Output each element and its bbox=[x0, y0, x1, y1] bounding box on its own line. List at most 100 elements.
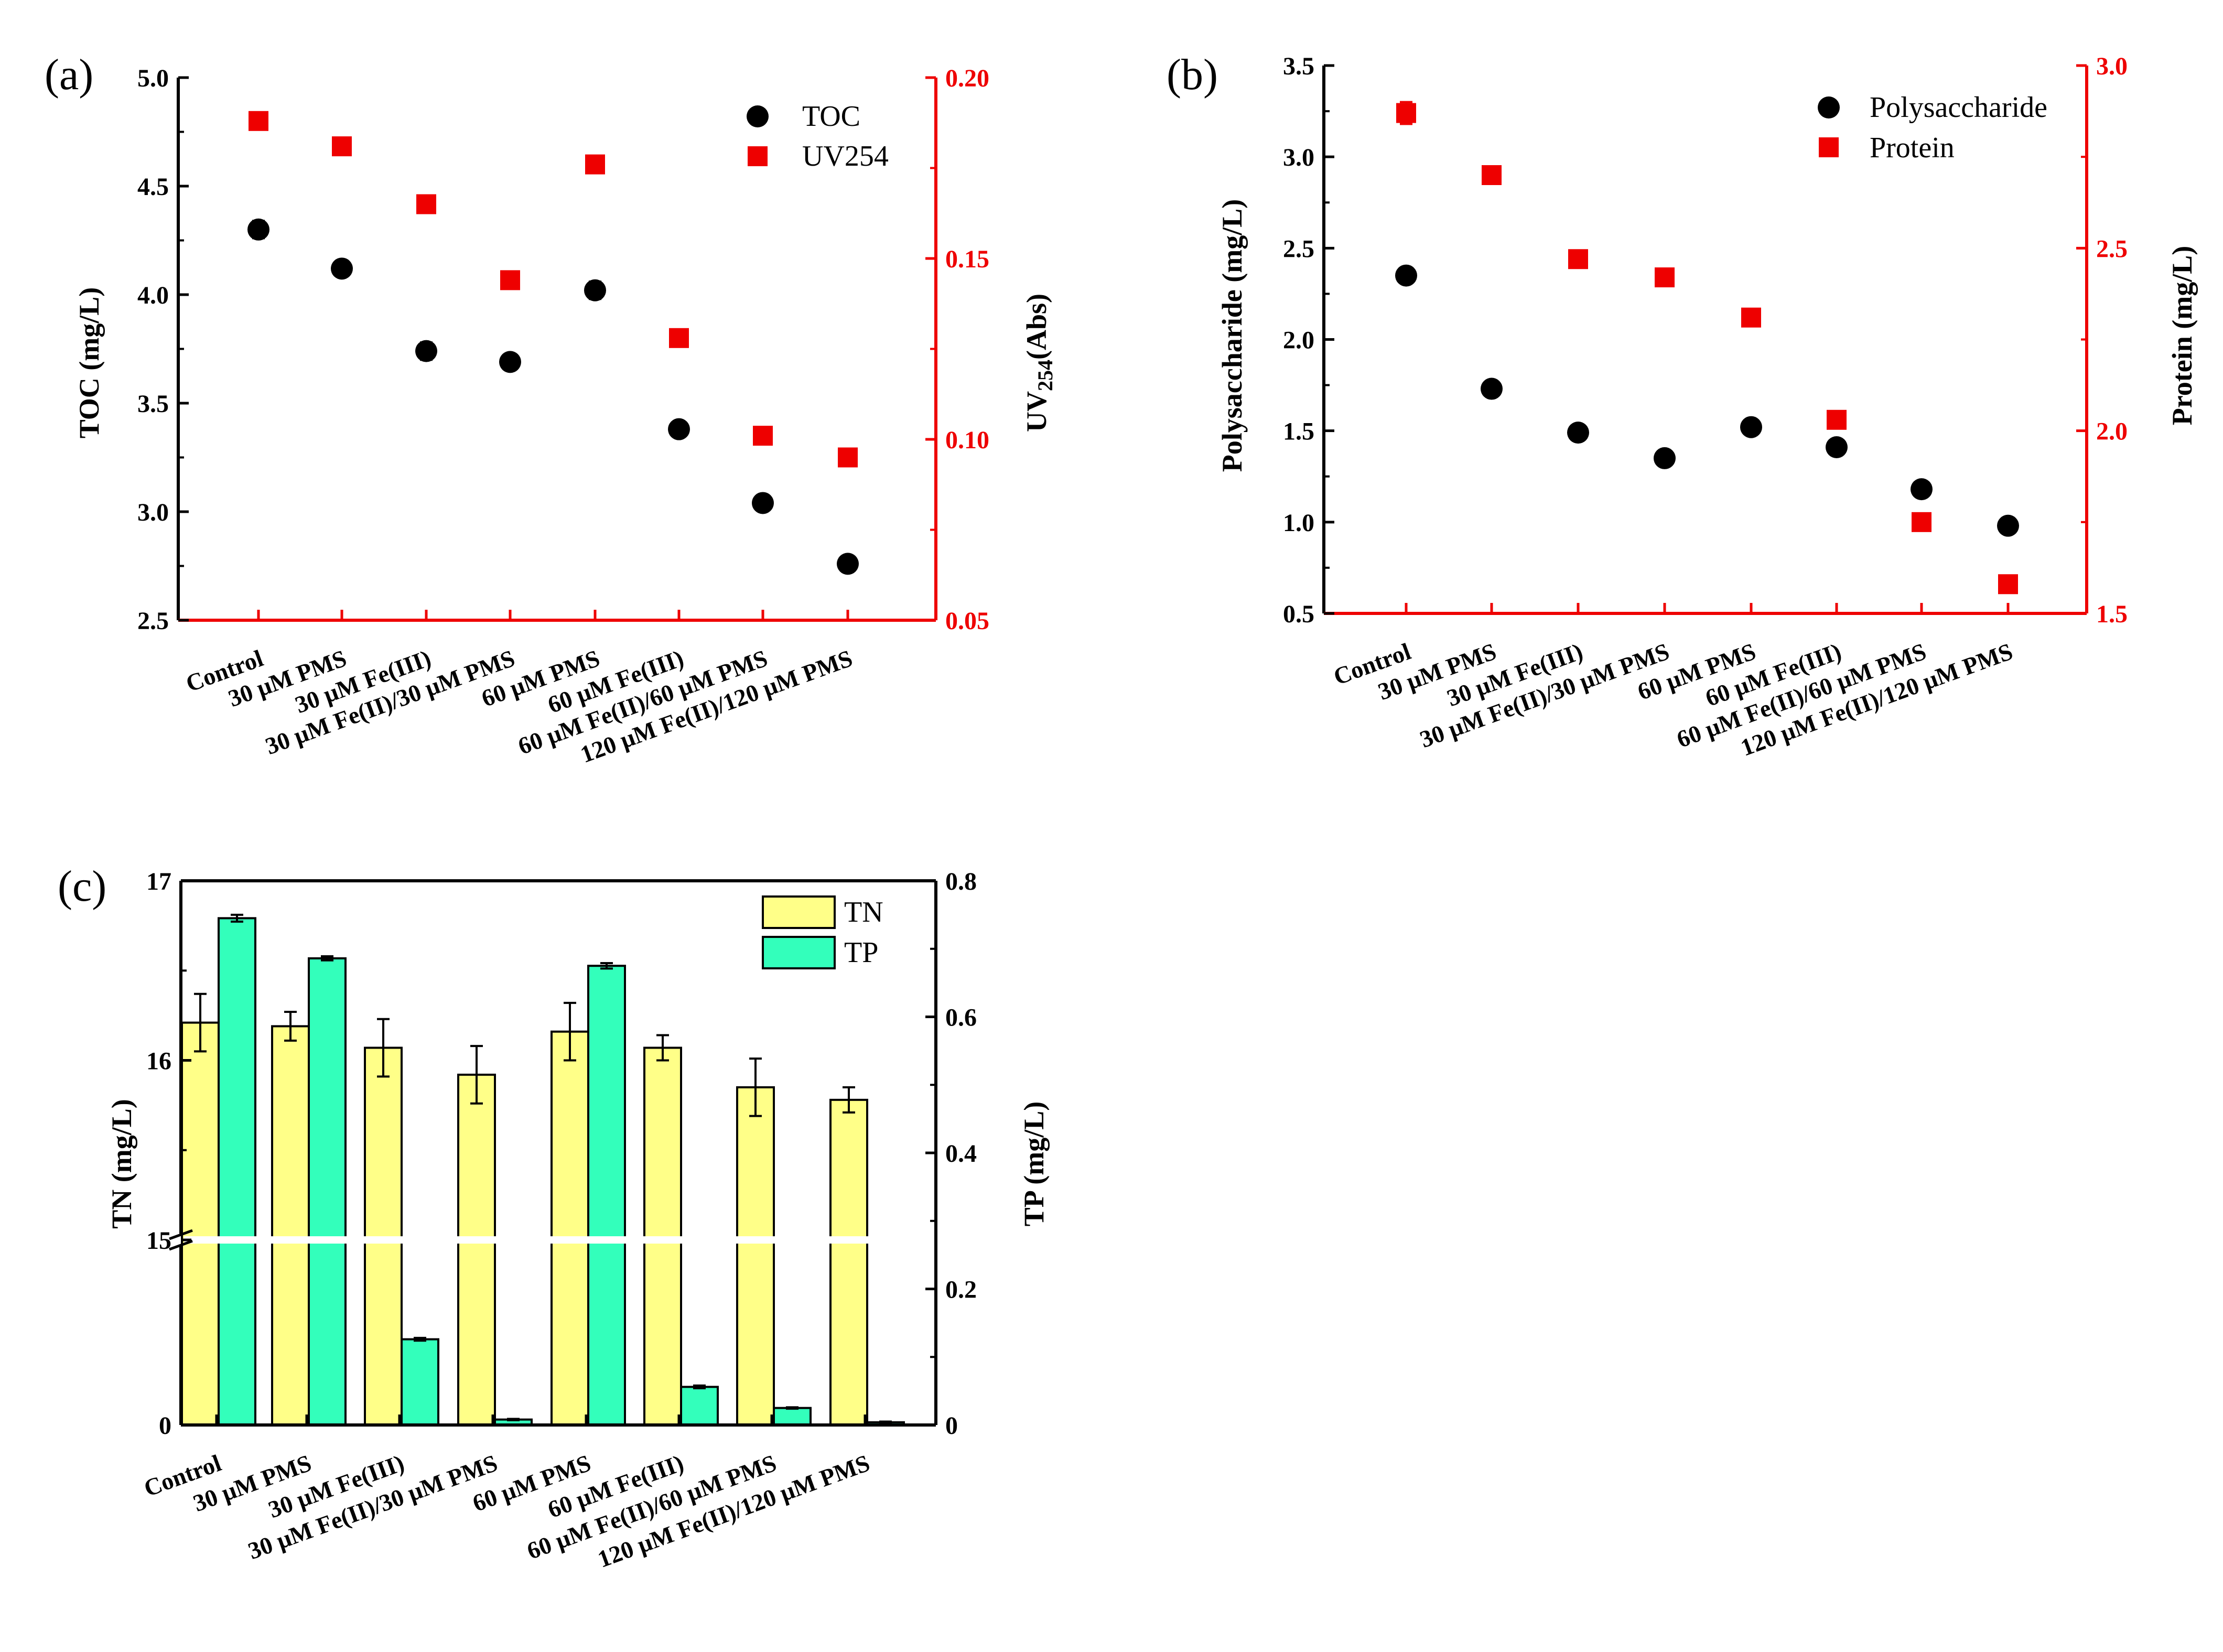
pb-right-tick-label: 2.5 bbox=[2096, 235, 2128, 263]
panel-b-axes bbox=[1322, 66, 2088, 615]
pa-toc-point bbox=[668, 418, 690, 440]
pb-left-tick-label: 2.0 bbox=[1283, 327, 1314, 354]
legend-uv254-marker bbox=[748, 146, 768, 166]
legend-polysaccharide-marker bbox=[1818, 96, 1840, 118]
panel-a-right-axis-label: UV254(Abs) bbox=[1021, 294, 1057, 432]
pa-right-tick-label: 0.10 bbox=[945, 426, 989, 454]
panel-b-marks bbox=[1395, 101, 2019, 595]
pb-polysaccharide-point bbox=[1567, 422, 1589, 444]
legend-tn-label: TN bbox=[844, 896, 883, 928]
pa-uv254-point bbox=[753, 426, 773, 446]
pb-polysaccharide-point bbox=[1997, 514, 2019, 537]
pb-protein-point bbox=[1741, 307, 1761, 328]
panel-b-right-axis-label: Protein (mg/L) bbox=[2166, 246, 2198, 425]
pc-left-tick-label: 16 bbox=[146, 1048, 171, 1075]
pc-right-tick-label: 0.6 bbox=[945, 1004, 977, 1032]
pb-left-tick-label: 3.5 bbox=[1283, 52, 1314, 80]
pc-tn-bar bbox=[271, 1025, 310, 1427]
panel-a-left-ticks: 2.5 3.0 3.5 4.0 4.5 5.0 bbox=[137, 64, 189, 635]
pa-right-tick-label: 0.20 bbox=[945, 64, 989, 92]
pc-tp-bar bbox=[680, 1386, 719, 1427]
pc-tn-bar bbox=[736, 1086, 775, 1426]
pc-right-tick-label: 0.4 bbox=[945, 1140, 977, 1168]
legend-tp-label: TP bbox=[844, 936, 878, 969]
pb-right-tick-label: 3.0 bbox=[2096, 52, 2128, 80]
pc-left-tick-label: 0 bbox=[159, 1412, 171, 1440]
pa-toc-point bbox=[415, 340, 437, 362]
pb-polysaccharide-point bbox=[1826, 436, 1848, 459]
pc-tn-bar bbox=[551, 1030, 589, 1426]
pc-tp-bar bbox=[308, 957, 347, 1427]
panel-b-left-ticks: 0.5 1.0 1.5 2.0 2.5 3.0 3.5 bbox=[1283, 52, 1334, 628]
pa-uv254-point bbox=[249, 111, 268, 131]
pc-axis-break-mark bbox=[169, 1239, 193, 1251]
pb-polysaccharide-point bbox=[1740, 416, 1762, 438]
pa-left-tick-label: 3.0 bbox=[137, 499, 169, 526]
pc-tp-bar bbox=[587, 965, 626, 1426]
pa-right-tick-label: 0.15 bbox=[945, 245, 989, 273]
legend-protein-marker bbox=[1819, 137, 1839, 157]
pa-left-tick-label: 2.5 bbox=[137, 607, 169, 635]
pb-protein-point bbox=[1655, 267, 1675, 288]
panel-c-left-axis-label: TN (mg/L) bbox=[106, 1099, 137, 1228]
panel-b-legend: Polysaccharide Protein bbox=[1818, 91, 2047, 164]
pc-left-tick-label: 17 bbox=[146, 868, 171, 895]
panel-b: (b) 0.5 1.0 1.5 2.0 2.5 3.0 3.5 1.5 2.0 2.5 3.0 C… bbox=[1167, 50, 2198, 761]
pa-toc-point bbox=[331, 257, 353, 280]
pc-right-tick-label: 0.2 bbox=[945, 1276, 977, 1304]
panel-b-label: (b) bbox=[1167, 50, 1218, 99]
panel-c-legend: TN TP bbox=[762, 895, 883, 969]
panel-c-label: (c) bbox=[58, 862, 106, 911]
pc-tp-bar bbox=[401, 1338, 439, 1426]
pb-left-tick-label: 1.5 bbox=[1283, 418, 1314, 446]
pa-left-tick-label: 3.5 bbox=[137, 390, 169, 418]
panel-c-right-ticks: 0 0.2 0.4 0.6 0.8 bbox=[925, 868, 977, 1440]
pb-protein-point bbox=[1998, 574, 2018, 595]
pb-left-tick-label: 3.0 bbox=[1283, 144, 1314, 171]
pc-tn-bar bbox=[829, 1098, 868, 1427]
legend-toc-marker bbox=[747, 105, 769, 127]
pc-left-tick-label: 15 bbox=[146, 1227, 171, 1255]
pa-toc-point bbox=[499, 351, 521, 373]
pb-polysaccharide-point bbox=[1911, 478, 1933, 501]
pa-uv254-point bbox=[416, 194, 436, 214]
legend-tp-swatch bbox=[762, 936, 836, 969]
pa-toc-point bbox=[247, 218, 269, 241]
panel-a-right-ticks: 0.05 0.10 0.15 0.20 bbox=[925, 64, 989, 635]
pa-uv254-point bbox=[500, 270, 520, 290]
legend-tn-swatch bbox=[762, 895, 836, 929]
panel-a-marks bbox=[247, 111, 859, 575]
legend-uv254-label: UV254 bbox=[802, 140, 889, 172]
pa-left-tick-label: 5.0 bbox=[137, 64, 169, 92]
panel-a: (a) 2.53.03.54.04.55.0 0.050.100.150.20 … bbox=[45, 50, 1057, 768]
pb-polysaccharide-point bbox=[1395, 264, 1417, 287]
panel-c-marks bbox=[181, 913, 933, 1427]
pa-uv254-point bbox=[585, 154, 605, 175]
pa-toc-point bbox=[584, 279, 606, 301]
panel-b-left-axis-label: Polysaccharide (mg/L) bbox=[1216, 199, 1248, 472]
pa-uv254-point bbox=[669, 328, 689, 348]
pb-right-tick-label: 1.5 bbox=[2096, 600, 2128, 628]
pb-left-tick-label: 0.5 bbox=[1283, 600, 1314, 628]
panel-b-right-ticks: 1.5 2.0 2.5 3.0 bbox=[2076, 52, 2128, 628]
panel-c-right-axis-label: TP (mg/L) bbox=[1018, 1102, 1050, 1227]
pa-right-tick-label: 0.05 bbox=[945, 607, 989, 635]
pb-polysaccharide-point bbox=[1654, 447, 1676, 469]
pb-left-tick-label: 1.0 bbox=[1283, 509, 1314, 537]
pb-polysaccharide-point bbox=[1481, 377, 1503, 400]
pa-left-tick-label: 4.5 bbox=[137, 173, 169, 201]
pa-uv254-point bbox=[332, 136, 352, 157]
legend-protein-label: Protein bbox=[1870, 132, 1955, 164]
pb-left-tick-label: 2.5 bbox=[1283, 235, 1314, 263]
panel-c-left-ticks: 0 15 16 17 bbox=[146, 868, 191, 1440]
pb-protein-point bbox=[1827, 409, 1847, 430]
legend-polysaccharide-label: Polysaccharide bbox=[1870, 91, 2047, 124]
pb-protein-point bbox=[1396, 103, 1416, 123]
pc-right-tick-label: 0.8 bbox=[945, 868, 977, 895]
legend-toc-label: TOC bbox=[802, 100, 860, 133]
